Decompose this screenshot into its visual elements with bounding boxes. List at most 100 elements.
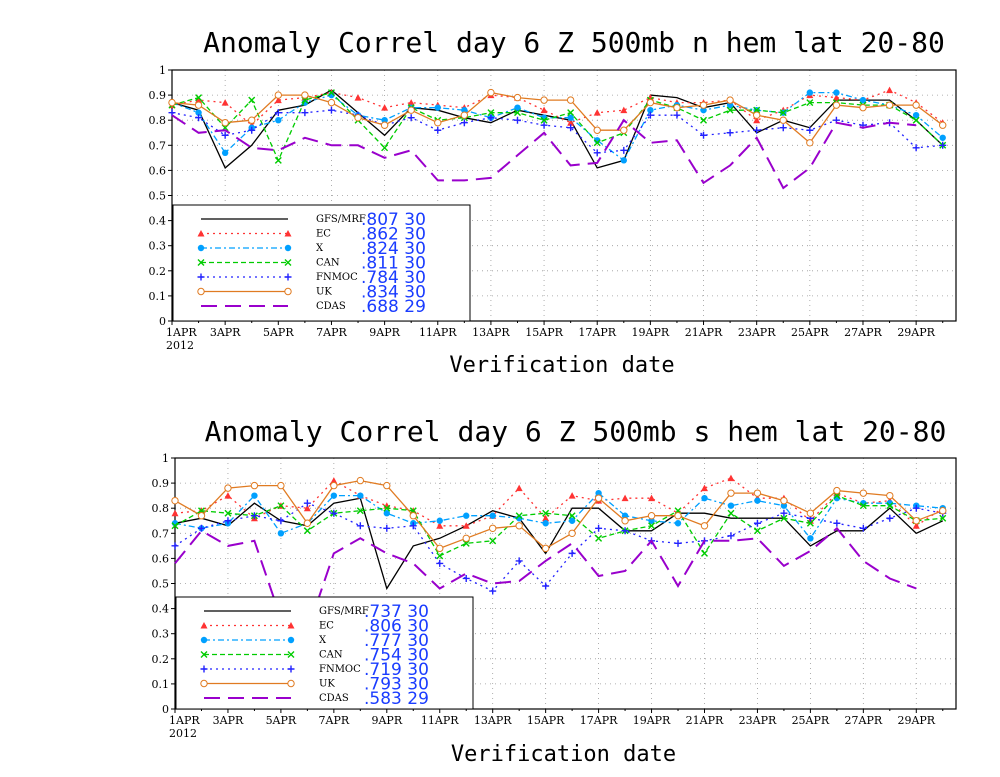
x-axis-label: Verification date [451, 742, 676, 767]
data-point [542, 509, 550, 517]
x-tick-label: 15APR [525, 326, 563, 339]
data-point [647, 106, 654, 114]
series-line [171, 89, 944, 169]
data-point [620, 126, 628, 134]
x-tick-label: 7APR [319, 714, 350, 727]
data-point [646, 98, 655, 107]
legend-series-stat: .834 30 [361, 283, 426, 303]
series-cdas [171, 114, 917, 190]
data-point [885, 101, 894, 109]
data-point [833, 89, 840, 96]
data-point [301, 91, 309, 99]
data-point [939, 134, 946, 141]
data-point [407, 114, 415, 122]
y-tick-label: 0.9 [149, 89, 167, 102]
data-point [753, 519, 761, 527]
legend-series-name: GFS/MRF [316, 214, 366, 225]
data-point [593, 139, 601, 147]
data-point [434, 104, 441, 111]
legend-series-stat: .719 30 [364, 660, 429, 680]
data-point [912, 116, 920, 124]
data-point [330, 492, 338, 499]
data-point [567, 124, 575, 132]
data-point [221, 149, 229, 157]
data-point [859, 502, 867, 510]
data-point [488, 524, 497, 532]
data-point [250, 481, 259, 490]
legend-series-name: CDAS [316, 301, 346, 312]
data-point [407, 99, 415, 106]
legend-marker [284, 287, 292, 296]
series-line [171, 89, 944, 127]
data-point [700, 549, 708, 557]
legend-marker [200, 665, 208, 673]
y-tick-label: 0.8 [149, 114, 167, 127]
data-point [250, 512, 258, 520]
x-tick-label: 27APR [845, 714, 883, 727]
x-tick-label: 11APR [421, 714, 459, 727]
data-point [489, 537, 497, 545]
data-point [912, 144, 920, 152]
data-point [462, 534, 470, 543]
chart-n-hem: Anomaly Correl day 6 Z 500mb n hem lat 2… [149, 26, 957, 378]
y-tick-label: 0.5 [149, 190, 167, 203]
chart-title: Anomaly Correl day 6 Z 500mb s hem lat 2… [205, 415, 947, 448]
data-point [436, 544, 444, 553]
legend-series-stat: .583 29 [364, 689, 429, 709]
series-uk [168, 88, 947, 147]
data-point [648, 517, 655, 524]
data-point [381, 104, 389, 111]
data-point [542, 520, 549, 527]
data-point [726, 106, 734, 114]
data-point [515, 557, 523, 565]
legend-series-stat: .806 30 [364, 617, 429, 637]
y-tick-label: 0.9 [152, 477, 170, 490]
data-point [277, 530, 285, 537]
data-point [621, 527, 629, 535]
series-line [171, 91, 944, 144]
data-point [195, 114, 203, 122]
data-point [301, 109, 309, 117]
data-point [487, 114, 495, 122]
x-tick-label: 13APR [474, 714, 512, 727]
data-point [274, 156, 282, 164]
x-tick-label: 1APR [166, 326, 197, 339]
legend-marker [197, 287, 205, 296]
data-point [833, 519, 841, 527]
data-point [912, 522, 920, 529]
data-point [753, 489, 762, 497]
data-point [513, 116, 521, 124]
data-point [462, 522, 470, 529]
data-point [912, 517, 920, 525]
series-line [174, 477, 944, 527]
data-point [327, 106, 335, 114]
data-point [489, 512, 496, 519]
data-point [327, 98, 336, 107]
x-tick-label: 21APR [685, 326, 723, 339]
series-line [171, 109, 943, 154]
data-point [779, 124, 787, 132]
data-point [274, 91, 283, 99]
legend: GFS/MRF.737 30 EC .806 30 X .777 30 CAN .754 3… [175, 596, 474, 710]
data-point [780, 496, 788, 505]
data-point [168, 109, 176, 117]
data-point [673, 111, 681, 119]
data-point [461, 106, 468, 114]
data-point [171, 522, 179, 530]
legend: GFS/MRF.807 30 EC .862 30 X .824 30 CAN .811 3… [172, 204, 471, 322]
series-line [171, 114, 917, 190]
legend-marker [287, 636, 295, 644]
data-point [357, 492, 364, 499]
data-point [460, 111, 469, 119]
data-point [593, 109, 601, 116]
series-line [174, 502, 943, 592]
y-tick-label: 0 [159, 315, 166, 328]
data-point [727, 474, 735, 482]
data-point [540, 96, 548, 104]
data-point [224, 492, 232, 499]
x-tick-label: 27APR [844, 326, 882, 339]
legend-series-name: UK [316, 287, 332, 298]
legend-series-name: X [316, 243, 324, 254]
legend-marker [287, 651, 295, 658]
data-point [221, 99, 229, 106]
